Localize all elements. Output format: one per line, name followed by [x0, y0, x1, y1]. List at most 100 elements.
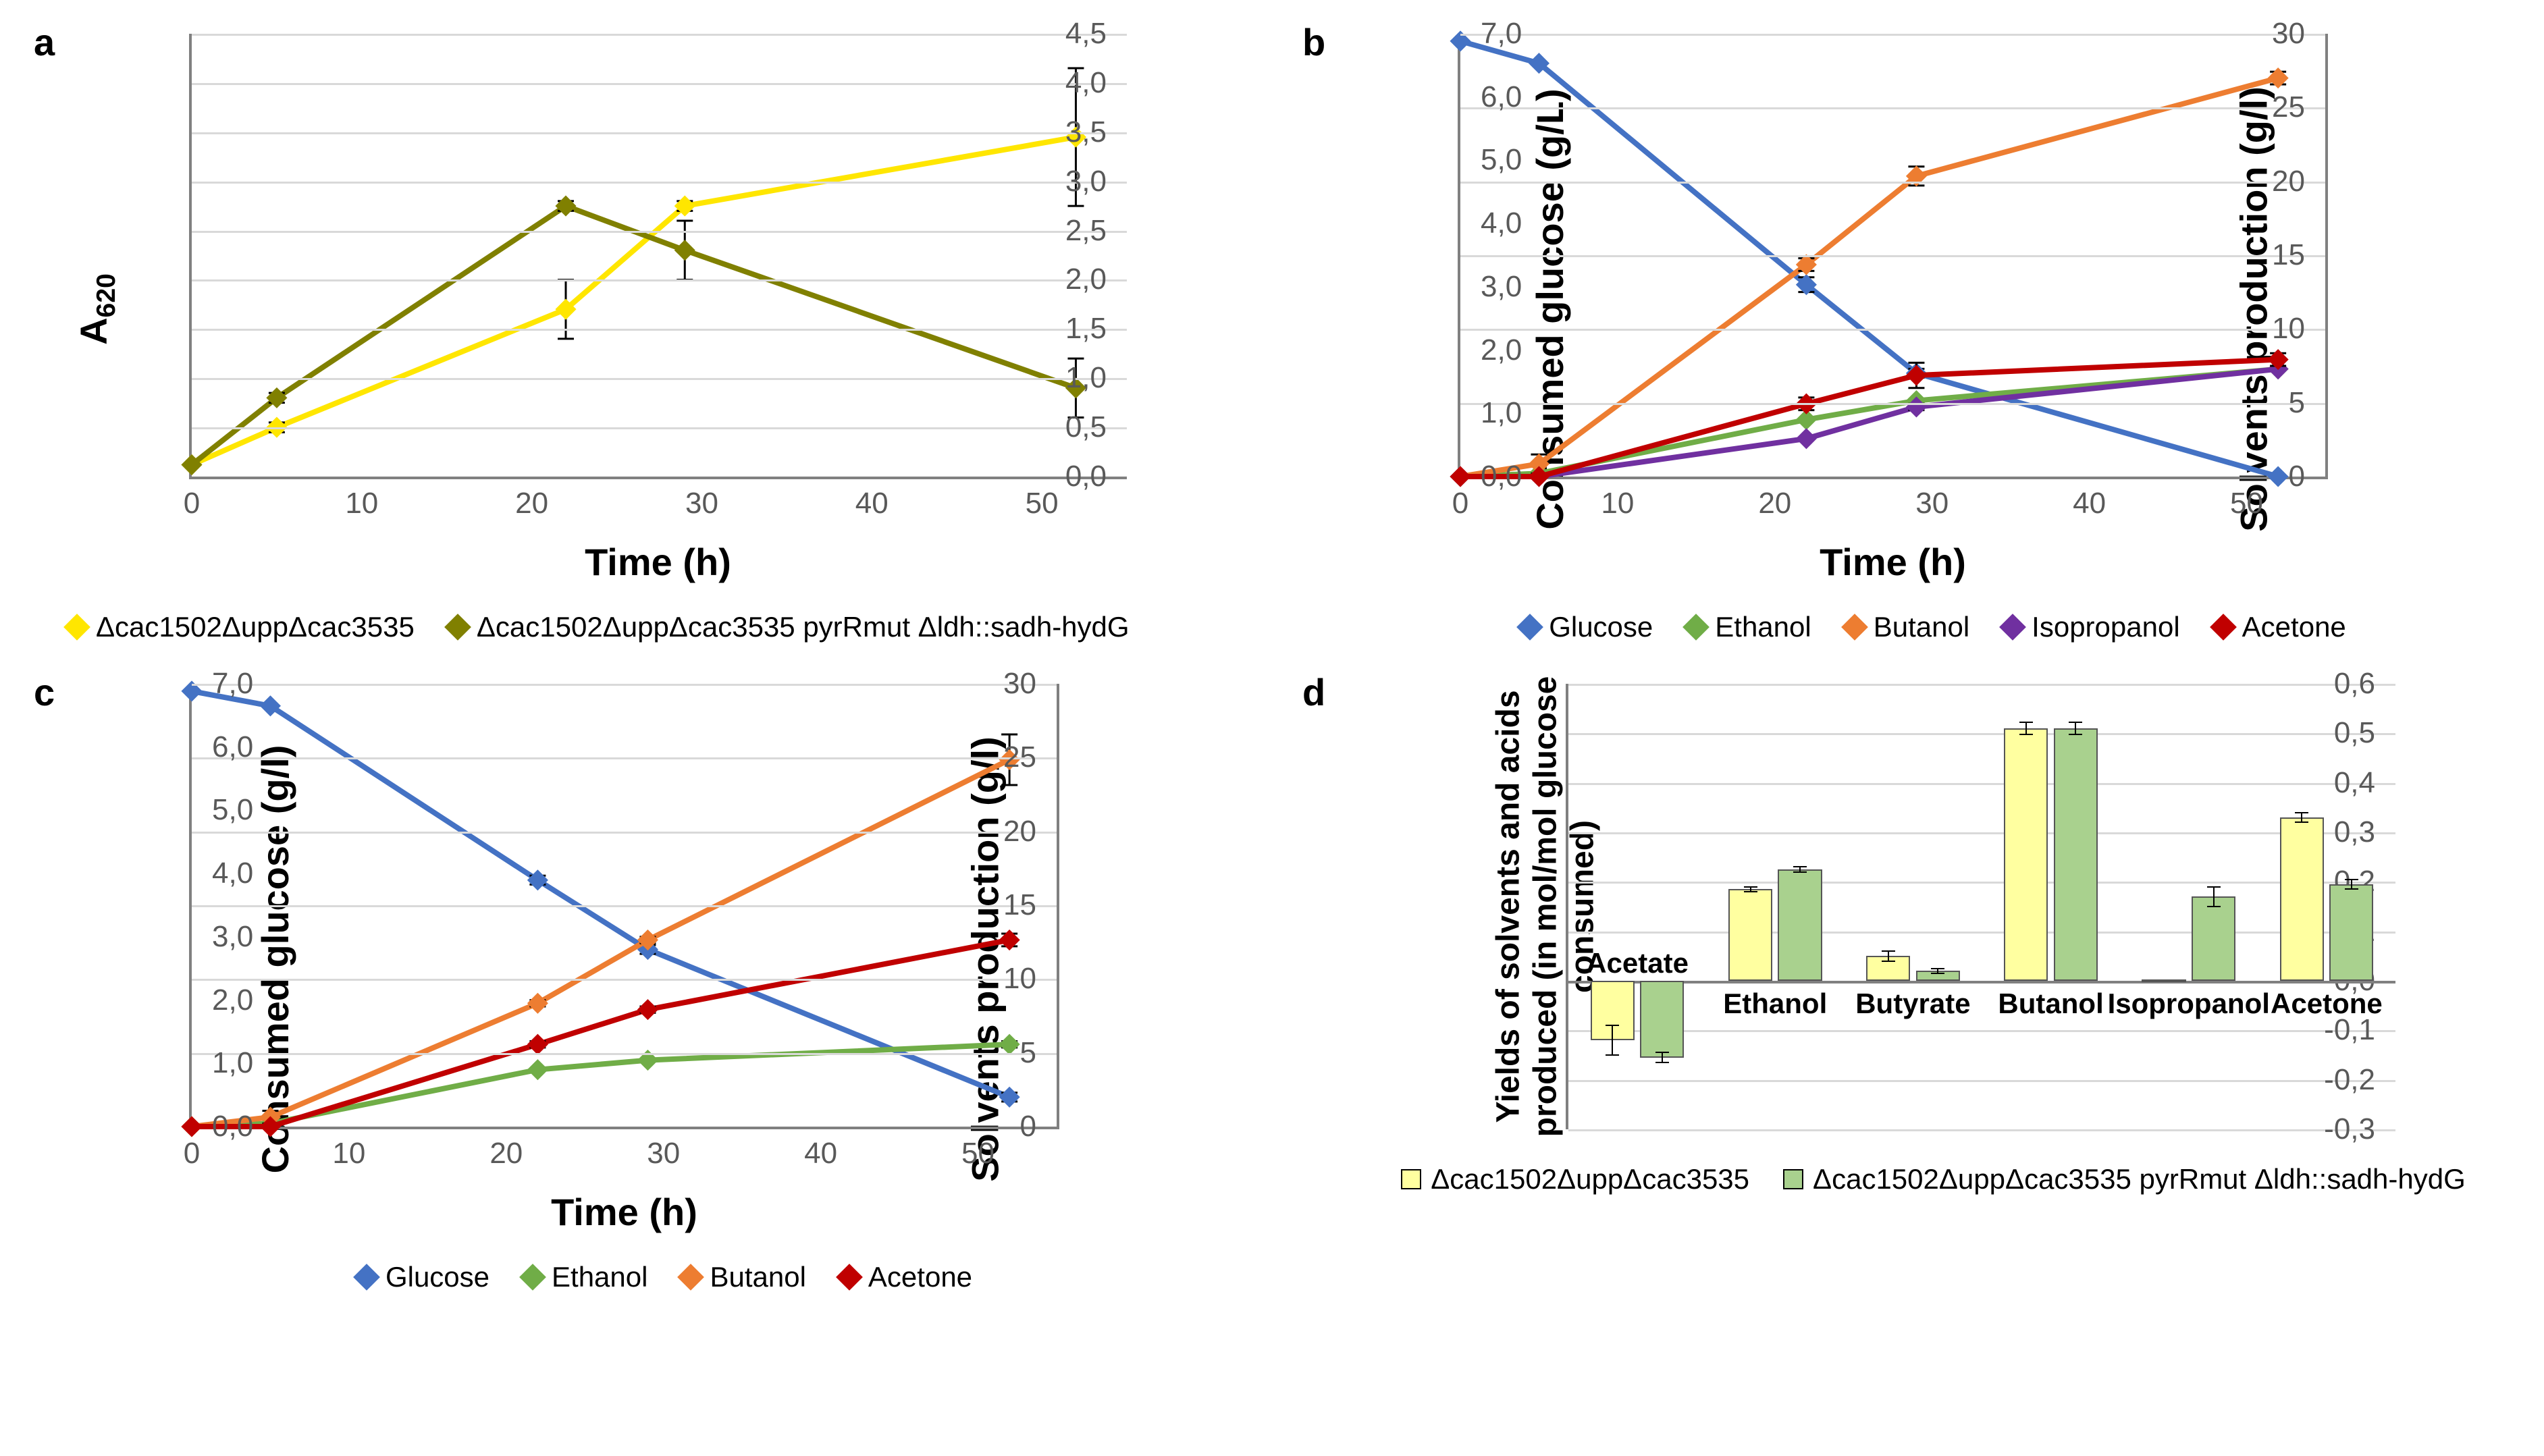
gridline	[1568, 832, 2395, 834]
gridline	[192, 979, 1057, 981]
panel-c-legend: Glucose Ethanol Butanol Acetone	[14, 1261, 1262, 1293]
ytick2-label: 0,0	[212, 1110, 253, 1143]
gridline	[1568, 1080, 2395, 1082]
legend-marker-icon	[519, 1264, 546, 1291]
gridline	[1460, 107, 2325, 109]
legend-swatch-icon	[1783, 1169, 1803, 1189]
xtick-label: 20	[489, 1137, 523, 1170]
gridline	[1568, 882, 2395, 884]
gridline	[192, 684, 1057, 686]
ytick-label: 25	[2272, 90, 2305, 124]
gridline	[1568, 783, 2395, 785]
ytick-label: 0,0	[1065, 460, 1107, 493]
ytick-label: 1,5	[1065, 312, 1107, 346]
panel-a-xlabel: Time (h)	[189, 540, 1127, 584]
ytick-label: 3,0	[1065, 165, 1107, 198]
panel-a-legend: Δcac1502ΔuppΔcac3535 Δcac1502ΔuppΔcac3535…	[14, 611, 1262, 643]
gridline	[192, 378, 1127, 380]
bar	[1778, 869, 1822, 981]
gridline	[192, 182, 1127, 184]
legend-label: Δcac1502ΔuppΔcac3535	[96, 611, 415, 643]
gridline	[192, 832, 1057, 834]
gridline	[192, 329, 1127, 331]
legend-label: Glucose	[1549, 611, 1653, 643]
bar	[1640, 981, 1684, 1058]
bar-category-label: Butyrate	[1855, 988, 1970, 1020]
bar	[1728, 889, 1772, 981]
legend-label: Acetone	[868, 1261, 972, 1293]
panel-a-chart: A620 0,00,51,01,52,02,53,03,54,04,501020…	[189, 34, 1127, 584]
legend-label: Ethanol	[552, 1261, 647, 1293]
ytick-label: 20	[2272, 165, 2305, 198]
ytick-label: -0,3	[2324, 1112, 2375, 1146]
series-marker	[637, 999, 658, 1020]
gridline	[192, 279, 1127, 281]
xtick-label: 50	[2230, 487, 2263, 520]
ytick-label: 25	[1003, 740, 1036, 774]
panel-c-label: c	[34, 670, 55, 714]
legend-item: Acetone	[2214, 611, 2346, 643]
panel-c-chart: Consumed glucose (g/l) Solvents producti…	[189, 684, 1059, 1234]
legend-label: Glucose	[386, 1261, 489, 1293]
ytick2-label: 5,0	[212, 793, 253, 827]
ytick-label: 5	[1020, 1036, 1036, 1070]
ytick2-label: 6,0	[1481, 80, 1522, 114]
xtick-label: 30	[647, 1137, 680, 1170]
legend-item: Δcac1502ΔuppΔcac3535	[68, 611, 415, 643]
panel-c: c Consumed glucose (g/l) Solvents produc…	[14, 664, 1262, 1293]
gridline	[192, 132, 1127, 134]
bar	[2004, 728, 2048, 981]
legend-swatch-icon	[1401, 1169, 1421, 1189]
legend-marker-icon	[63, 614, 90, 641]
ytick-label: 10	[2272, 312, 2305, 346]
series-marker	[527, 1034, 548, 1055]
legend-item: Δcac1502ΔuppΔcac3535 pyrRmut Δldh::sadh-…	[448, 611, 1130, 643]
ytick-label: 0,4	[2334, 766, 2375, 800]
series-marker	[999, 1087, 1020, 1108]
ytick2-label: 4,0	[1481, 207, 1522, 240]
xtick-label: 0	[184, 487, 200, 520]
gridline	[1568, 733, 2395, 735]
bar-category-label: Acetone	[2271, 988, 2383, 1020]
bar	[2142, 979, 2185, 982]
legend-marker-icon	[2210, 614, 2237, 641]
legend-label: Δcac1502ΔuppΔcac3535	[1431, 1163, 1749, 1195]
bar-category-label: Butanol	[1998, 988, 2103, 1020]
ytick2-label: 2,0	[1481, 333, 1522, 367]
ytick-label: 0,3	[2334, 815, 2375, 849]
series-line	[192, 759, 1009, 1127]
panel-d: d Yields of solvents and acids produced …	[1282, 664, 2530, 1293]
legend-marker-icon	[836, 1264, 863, 1291]
gridline	[1568, 932, 2395, 934]
ytick-label: 4,0	[1065, 66, 1107, 100]
ytick-label: 30	[1003, 667, 1036, 701]
panel-d-label: d	[1302, 670, 1325, 714]
legend-marker-icon	[1682, 614, 1710, 641]
ytick-label: 0	[2289, 460, 2305, 493]
series-marker	[527, 993, 548, 1014]
ytick2-label: 3,0	[1481, 270, 1522, 304]
ytick-label: 0,5	[1065, 410, 1107, 444]
gridline	[192, 83, 1127, 85]
legend-marker-icon	[444, 614, 471, 641]
gridline	[1460, 255, 2325, 257]
legend-marker-icon	[1999, 614, 2026, 641]
panel-d-plotarea: -0,3-0,2-0,10,00,10,20,30,40,50,6Acetate…	[1566, 684, 2395, 1129]
ytick2-label: 6,0	[212, 730, 253, 764]
legend-label: Ethanol	[1715, 611, 1811, 643]
gridline	[1460, 329, 2325, 331]
gridline	[192, 231, 1127, 233]
panel-b-xlabel: Time (h)	[1458, 540, 2328, 584]
gridline	[192, 34, 1127, 36]
series-marker	[999, 1034, 1020, 1055]
legend-marker-icon	[353, 1264, 380, 1291]
legend-label: Butanol	[710, 1261, 805, 1293]
panel-d-chart: Yields of solvents and acids produced (i…	[1566, 684, 2395, 1129]
panel-a-plotarea: 0,00,51,01,52,02,53,03,54,04,50102030405…	[189, 34, 1127, 479]
series-marker	[674, 240, 695, 261]
xtick-label: 50	[961, 1137, 995, 1170]
ytick2-label: 3,0	[212, 920, 253, 954]
xtick-label: 30	[685, 487, 718, 520]
xtick-label: 40	[855, 487, 889, 520]
legend-marker-icon	[1516, 614, 1543, 641]
